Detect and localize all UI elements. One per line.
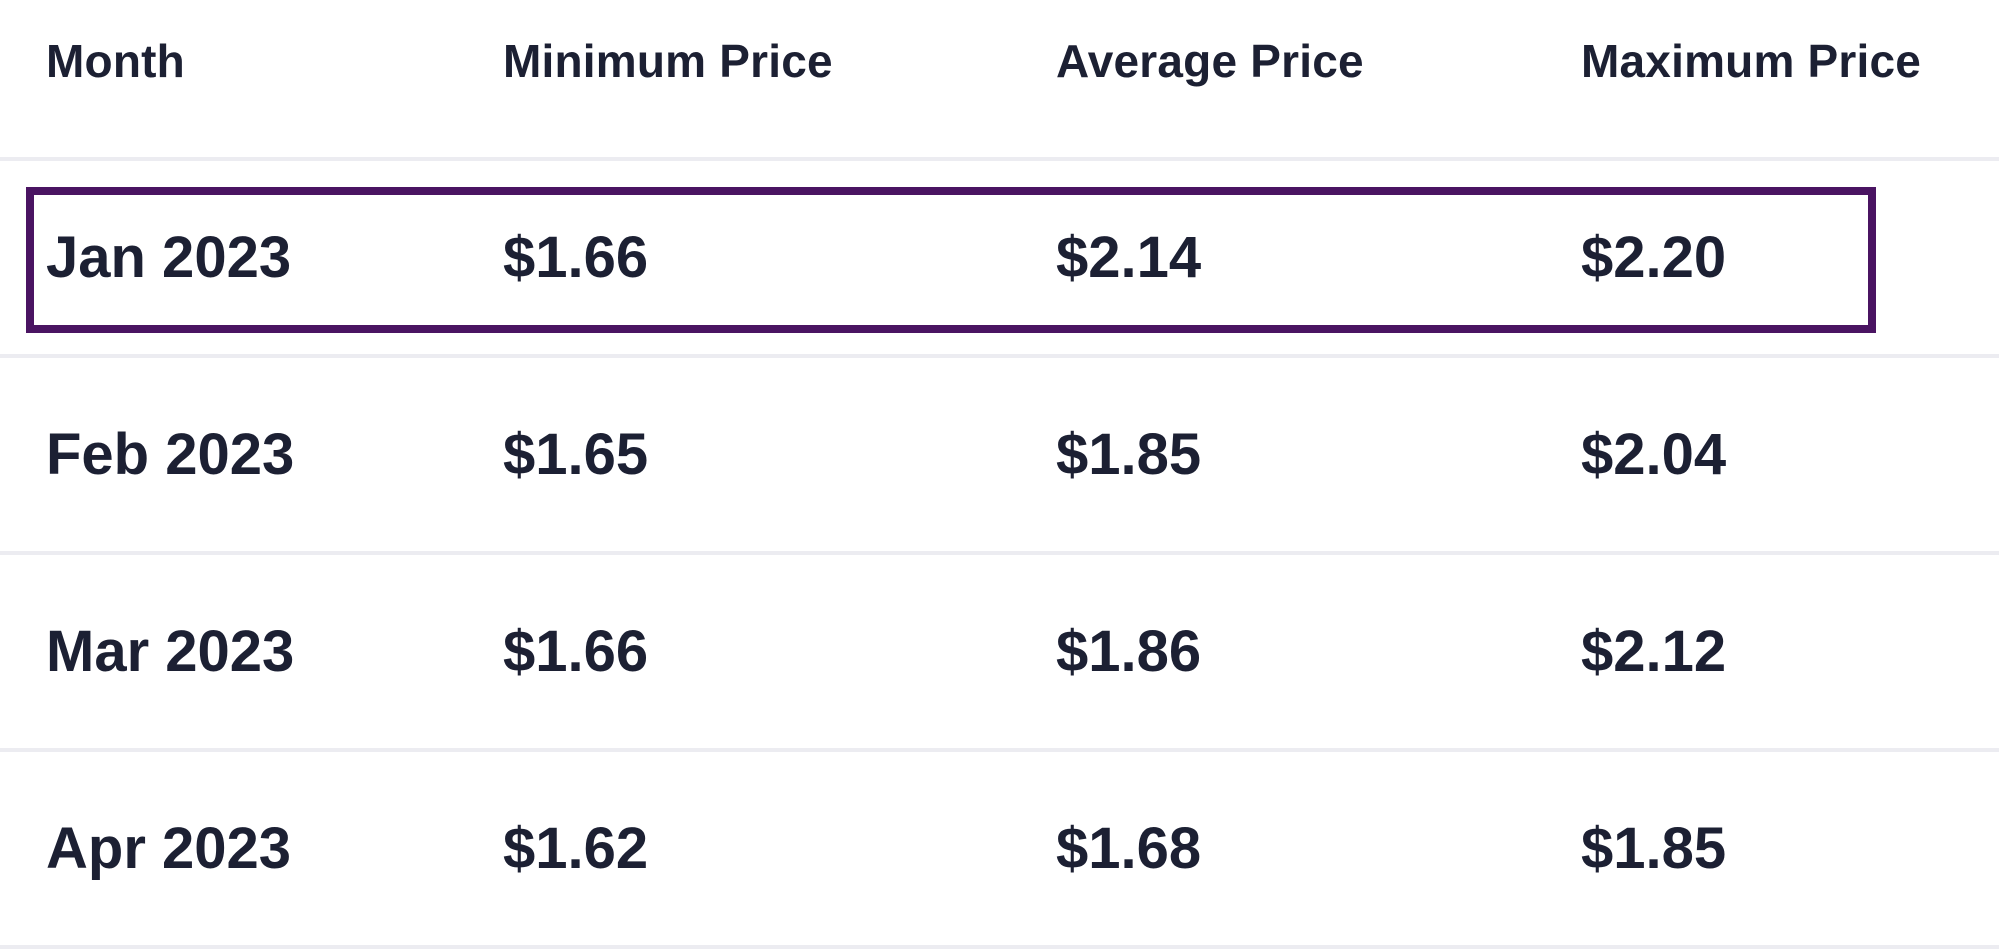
cell-maximum-price: $2.12 — [1581, 619, 1727, 684]
cell-maximum-price: $2.04 — [1581, 422, 1727, 487]
column-header-average-price[interactable]: Average Price — [1056, 35, 1364, 87]
cell-month: Apr 2023 — [46, 816, 292, 881]
cell-minimum-price: $1.66 — [503, 225, 649, 290]
cell-average-price: $1.85 — [1056, 422, 1202, 487]
cell-average-price: $1.86 — [1056, 619, 1202, 684]
column-header-month[interactable]: Month — [46, 35, 185, 87]
cell-maximum-price: $2.20 — [1581, 225, 1727, 290]
table-row[interactable]: Apr 2023 $1.62 $1.68 $1.85 — [0, 752, 1999, 949]
cell-month: Feb 2023 — [46, 422, 295, 487]
cell-minimum-price: $1.65 — [503, 422, 649, 487]
cell-maximum-price: $1.85 — [1581, 816, 1727, 881]
column-header-minimum-price[interactable]: Minimum Price — [503, 35, 833, 87]
table-row[interactable]: Jan 2023 $1.66 $2.14 $2.20 — [0, 161, 1999, 358]
cell-average-price: $1.68 — [1056, 816, 1202, 881]
cell-average-price: $2.14 — [1056, 225, 1202, 290]
table-row[interactable]: Feb 2023 $1.65 $1.85 $2.04 — [0, 358, 1999, 555]
table-row[interactable]: Mar 2023 $1.66 $1.86 $2.12 — [0, 555, 1999, 752]
cell-minimum-price: $1.62 — [503, 816, 649, 881]
cell-minimum-price: $1.66 — [503, 619, 649, 684]
cell-month: Jan 2023 — [46, 225, 292, 290]
cell-month: Mar 2023 — [46, 619, 295, 684]
column-header-maximum-price[interactable]: Maximum Price — [1581, 35, 1922, 87]
table-header-row: Month Minimum Price Average Price Maximu… — [0, 0, 1999, 161]
